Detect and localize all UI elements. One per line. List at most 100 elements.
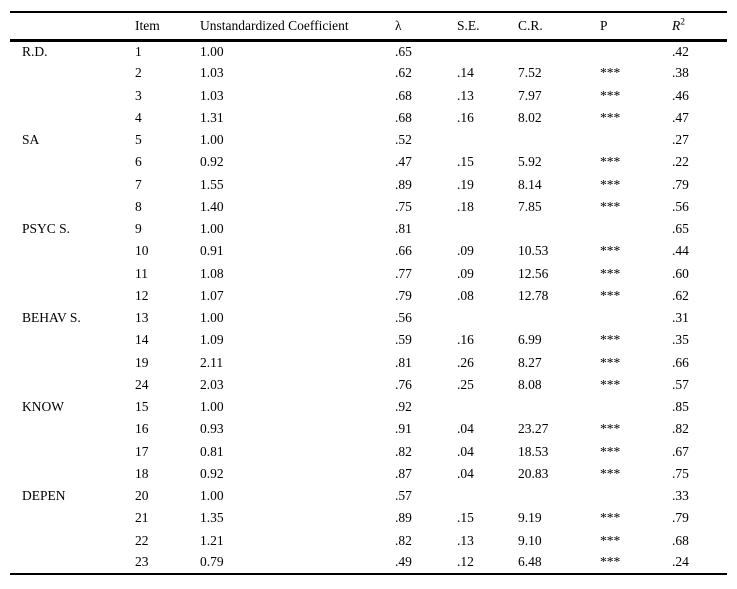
p-cell: *** [600,287,621,303]
factor-label-cell [10,352,135,374]
factor-label-cell [10,507,135,529]
item-cell: 6 [135,154,142,170]
item-cell: 3 [135,87,142,103]
r2-cell: .65 [672,221,689,237]
se-cell: .16 [457,332,474,348]
lambda-cell: .65 [395,43,412,59]
p-cell: *** [600,465,621,481]
column-header-coef: Unstandardized Coefficient [200,12,395,42]
cr-cell [518,40,600,62]
factor-label-cell [10,418,135,440]
table-row: 12 1.07 .79 .08 12.78 *** .62 [10,285,727,307]
se-cell: .26 [457,354,474,370]
coef-cell: 1.21 [200,532,224,548]
table-row: 6 0.92 .47 .15 5.92 *** .22 [10,151,727,173]
item-cell: 5 [135,132,142,148]
table-row: 10 0.91 .66 .09 10.53 *** .44 [10,240,727,262]
factor-label-cell [10,151,135,173]
factor-label-cell [10,174,135,196]
coef-cell: 1.55 [200,176,224,192]
p-cell [600,485,672,507]
cr-cell: 9.10 [518,532,542,548]
column-header-label: λ [395,17,402,33]
item-cell: 21 [135,510,149,526]
header-row: Item Unstandardized Coefficient λ S.E. C.R. P… [10,12,727,42]
p-cell: *** [600,198,621,214]
se-cell: .16 [457,109,474,125]
coef-cell: 1.00 [200,132,224,148]
r2-cell: .33 [672,488,689,504]
p-cell: *** [600,332,621,348]
item-cell: 10 [135,243,149,259]
column-header-label: P [600,17,608,33]
r2-cell: .35 [672,332,689,348]
item-cell: 11 [135,265,148,281]
table-row: R.D. 1 1.00 .65 .42 [10,40,727,62]
cr-cell: 23.27 [518,421,549,437]
se-cell: .15 [457,510,474,526]
p-cell: *** [600,421,621,437]
table-row: 19 2.11 .81 .26 8.27 *** .66 [10,352,727,374]
table-row: 3 1.03 .68 .13 7.97 *** .46 [10,85,727,107]
coef-cell: 1.03 [200,65,224,81]
coef-cell: 1.00 [200,221,224,237]
p-cell: *** [600,109,621,125]
cr-cell: 7.85 [518,198,542,214]
table-row: DEPEN 20 1.00 .57 .33 [10,485,727,507]
cr-cell: 6.48 [518,554,542,570]
coef-cell: 1.07 [200,287,224,303]
cr-cell: 8.14 [518,176,542,192]
cr-cell: 5.92 [518,154,542,170]
se-cell: .04 [457,465,474,481]
r2-cell: .60 [672,265,689,281]
lambda-cell: .82 [395,443,412,459]
cr-cell: 8.27 [518,354,542,370]
se-cell [457,396,518,418]
se-cell: .09 [457,243,474,259]
cfa-results-table: Item Unstandardized Coefficient λ S.E. C.R. P… [10,11,727,575]
cr-cell: 8.08 [518,376,542,392]
table-row: 22 1.21 .82 .13 9.10 *** .68 [10,530,727,552]
item-cell: 23 [135,554,149,570]
item-cell: 15 [135,399,149,415]
r2-cell: .79 [672,510,689,526]
cr-cell: 12.56 [518,265,549,281]
lambda-cell: .52 [395,132,412,148]
table-row: 7 1.55 .89 .19 8.14 *** .79 [10,174,727,196]
se-cell [457,129,518,151]
item-cell: 8 [135,198,142,214]
p-cell: *** [600,443,621,459]
coef-cell: 2.11 [200,354,224,370]
p-cell: *** [600,154,621,170]
factor-label-cell [10,552,135,574]
lambda-cell: .47 [395,154,412,170]
se-cell [457,218,518,240]
se-cell: .12 [457,554,474,570]
r2-cell: .66 [672,354,689,370]
lambda-cell: .77 [395,265,412,281]
item-cell: 19 [135,354,149,370]
factor-label-cell [10,107,135,129]
factor-label-cell [10,85,135,107]
se-cell: .09 [457,265,474,281]
se-cell: .25 [457,376,474,392]
table-row: 2 1.03 .62 .14 7.52 *** .38 [10,62,727,84]
table-row: 8 1.40 .75 .18 7.85 *** .56 [10,196,727,218]
column-header-se: S.E. [457,12,518,42]
lambda-cell: .91 [395,421,412,437]
table-header: Item Unstandardized Coefficient λ S.E. C.R. P… [10,12,727,42]
se-cell [457,40,518,62]
lambda-cell: .76 [395,376,412,392]
p-cell: *** [600,265,621,281]
p-cell: *** [600,510,621,526]
item-cell: 20 [135,488,149,504]
coef-cell: 2.03 [200,376,224,392]
lambda-cell: .57 [395,488,412,504]
coef-cell: 1.31 [200,109,224,125]
r2-cell: .31 [672,310,689,326]
item-cell: 14 [135,332,149,348]
p-cell: *** [600,376,621,392]
r2-cell: .27 [672,132,689,148]
factor-label-cell: KNOW [22,399,64,415]
item-cell: 17 [135,443,149,459]
